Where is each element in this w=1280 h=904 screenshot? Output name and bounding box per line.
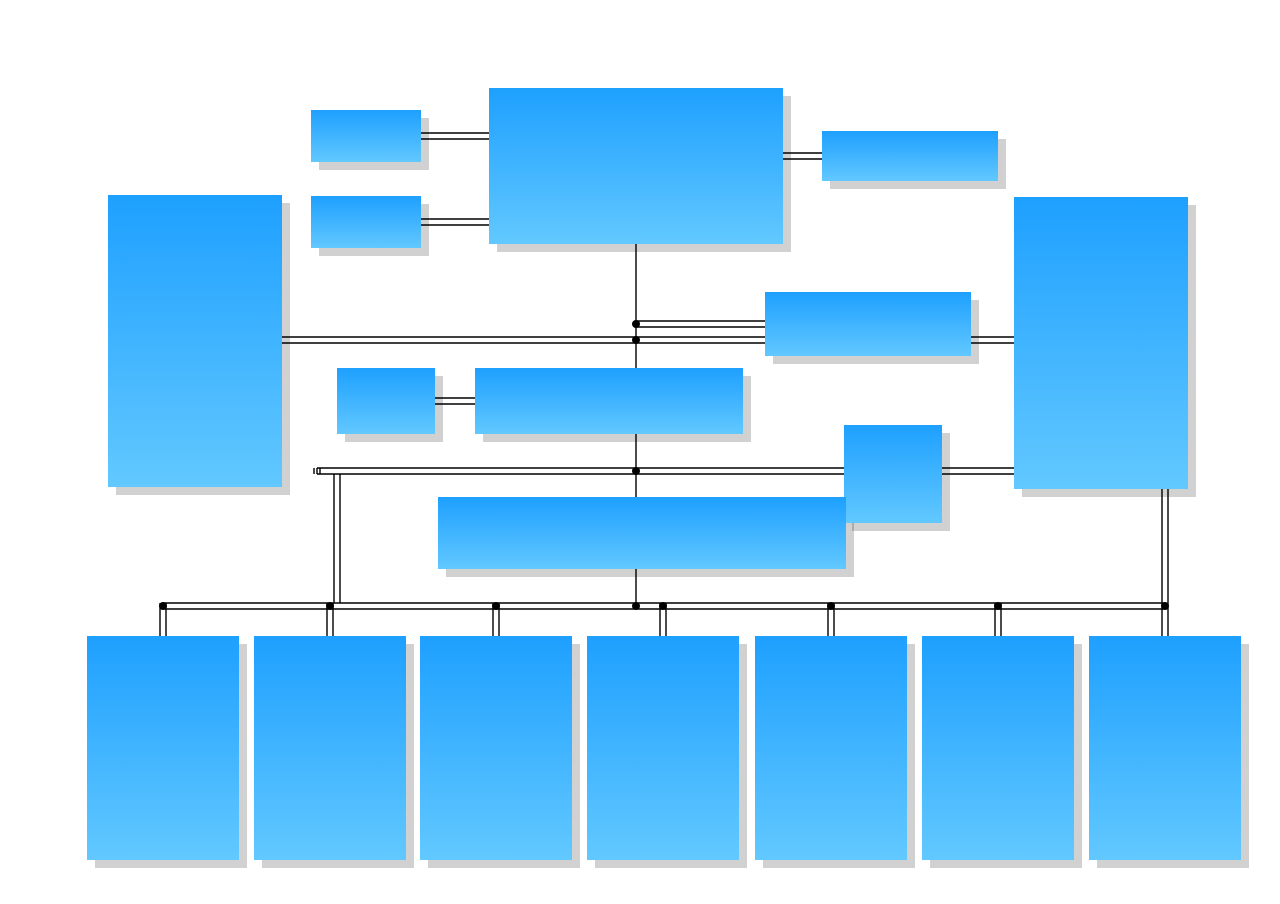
node-face	[1089, 636, 1241, 860]
node-wide	[438, 497, 846, 569]
node-face	[922, 636, 1074, 860]
node-top-r	[822, 131, 998, 181]
node-face	[337, 368, 435, 434]
node-top	[489, 88, 783, 244]
node-b3	[420, 636, 572, 860]
node-face	[755, 636, 907, 860]
node-mid	[475, 368, 743, 434]
node-face	[587, 636, 739, 860]
node-b5	[755, 636, 907, 860]
node-face	[311, 110, 421, 162]
node-mid-sq	[844, 425, 942, 523]
node-mid-l	[337, 368, 435, 434]
node-face	[822, 131, 998, 181]
node-b7	[1089, 636, 1241, 860]
node-face	[844, 425, 942, 523]
node-face	[420, 636, 572, 860]
node-face	[765, 292, 971, 356]
org-chart-canvas	[0, 0, 1280, 904]
node-top-l2	[311, 196, 421, 248]
node-b6	[922, 636, 1074, 860]
node-top-l1	[311, 110, 421, 162]
node-b4	[587, 636, 739, 860]
node-mid-r1	[765, 292, 971, 356]
node-face	[254, 636, 406, 860]
node-face	[1014, 197, 1188, 489]
node-face	[438, 497, 846, 569]
node-face	[108, 195, 282, 487]
node-face	[87, 636, 239, 860]
node-b2	[254, 636, 406, 860]
node-side-l	[108, 195, 282, 487]
node-b1	[87, 636, 239, 860]
node-side-r	[1014, 197, 1188, 489]
node-face	[475, 368, 743, 434]
node-face	[489, 88, 783, 244]
node-face	[311, 196, 421, 248]
